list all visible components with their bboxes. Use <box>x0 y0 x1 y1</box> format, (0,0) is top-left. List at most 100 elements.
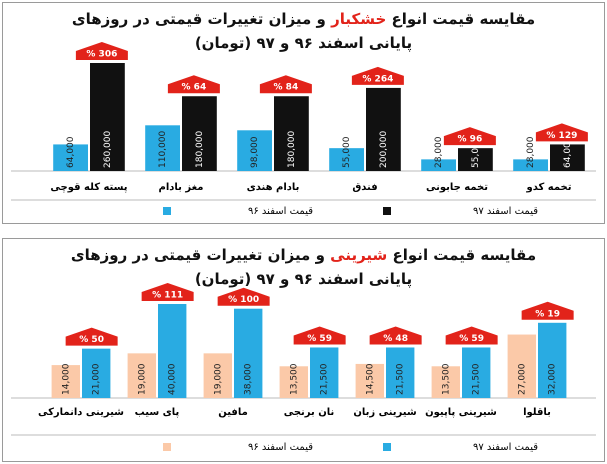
bar <box>158 304 187 398</box>
x-tick-label: پای سیب <box>135 407 180 418</box>
title-part: شیرینی <box>330 246 388 264</box>
change-arrow <box>521 301 574 320</box>
bar <box>538 322 567 398</box>
subtitle: پایانی اسفند ۹۶ و ۹۷ (تومان) <box>194 34 413 52</box>
title-part: خشکبار <box>331 10 387 28</box>
bar <box>386 347 415 398</box>
change-arrow <box>293 326 346 345</box>
value-label: 28,000 <box>526 136 536 168</box>
change-label: % 19 <box>535 309 560 319</box>
bar <box>53 144 88 171</box>
legend-label: قیمت اسفند ۹۶ <box>248 442 313 453</box>
bar <box>366 87 401 171</box>
value-label: 55,000 <box>471 136 481 168</box>
value-label: 110,000 <box>158 131 168 168</box>
change-label: % 48 <box>383 334 408 344</box>
x-tick-label: شیرینی زبان <box>353 407 417 418</box>
value-label: 19,000 <box>137 363 147 395</box>
change-arrow <box>351 66 404 85</box>
value-label: 13,500 <box>441 363 451 395</box>
value-label: 180,000 <box>287 131 297 168</box>
x-tick-label: شیرینی پاپیون <box>425 407 497 418</box>
change-arrow <box>65 327 118 346</box>
value-label: 180,000 <box>195 131 205 168</box>
title-part: مقایسه قیمت انواع <box>392 246 537 264</box>
legend-label: قیمت اسفند ۹۶ <box>248 206 313 217</box>
x-tick-label: فندق <box>352 182 377 193</box>
bar <box>237 130 272 171</box>
chart: باقلوا 27,000 32,000 % 19 شیرینی پاپیون 13,50… <box>11 283 596 453</box>
bar <box>127 353 156 398</box>
x-tick-label: مغز بادام <box>159 182 204 193</box>
change-label: % 84 <box>274 83 299 93</box>
change-label: % 50 <box>79 335 104 345</box>
legend-swatch <box>383 443 391 451</box>
title-part: مقایسه قیمت انواع <box>391 10 536 28</box>
bar <box>145 125 180 171</box>
x-tick-label: شیرینی دانمارکی <box>38 407 124 418</box>
change-label: % 111 <box>152 291 183 301</box>
chart-panel: مقایسه قیمت انواع شیرینی و میزان تغییرات… <box>2 238 605 462</box>
value-label: 21,500 <box>396 363 406 395</box>
value-label: 27,000 <box>517 363 527 395</box>
change-label: % 100 <box>228 295 259 305</box>
bar <box>458 148 493 171</box>
x-tick-label: بادام هندی <box>247 182 300 193</box>
value-label: 21,500 <box>472 363 482 395</box>
change-arrow <box>535 123 588 142</box>
bar <box>355 363 384 398</box>
bar <box>513 159 548 171</box>
value-label: 98,000 <box>250 136 260 168</box>
bar <box>462 347 491 398</box>
change-label: % 59 <box>307 334 332 344</box>
subtitle: پایانی اسفند ۹۶ و ۹۷ (تومان) <box>194 270 413 288</box>
value-label: 38,000 <box>244 363 254 395</box>
legend-swatch <box>163 207 171 215</box>
x-tick-label: باقلوا <box>523 407 551 418</box>
bar <box>310 347 339 398</box>
value-label: 55,000 <box>342 136 352 168</box>
legend-label: قیمت اسفند ۹۷ <box>473 442 538 453</box>
x-tick-label: نان برنجی <box>284 407 335 418</box>
value-label: 13,500 <box>289 363 299 395</box>
change-arrow <box>217 287 270 306</box>
value-label: 64,000 <box>563 136 573 168</box>
x-tick-label: پسته کله قوچی <box>50 182 127 193</box>
change-label: % 59 <box>459 334 484 344</box>
bar <box>51 365 80 398</box>
x-tick-label: تخمه کدو <box>525 182 571 193</box>
change-arrow <box>75 42 128 60</box>
chart-panel: مقایسه قیمت انواع خشکبار و میزان تغییرات… <box>2 2 605 224</box>
title-part: و میزان تغییرات قیمتی در روزهای <box>71 10 326 28</box>
bar <box>507 334 536 398</box>
change-label: % 264 <box>362 74 393 84</box>
x-tick-label: تخمه جابونی <box>426 182 488 193</box>
chart-title: مقایسه قیمت انواع شیرینی و میزان تغییرات… <box>3 243 604 291</box>
title-part: و میزان تغییرات قیمتی در روزهای <box>70 246 325 264</box>
value-label: 28,000 <box>434 136 444 168</box>
bar <box>274 96 309 171</box>
bar <box>550 144 585 171</box>
bar <box>182 96 217 171</box>
change-arrow <box>141 283 194 301</box>
value-label: 21,000 <box>92 363 102 395</box>
bar <box>203 353 232 398</box>
change-label: % 129 <box>546 131 577 141</box>
value-label: 21,500 <box>320 363 330 395</box>
bar <box>234 308 263 398</box>
bar <box>329 148 364 171</box>
x-tick-label: مافین <box>218 407 248 418</box>
change-arrow <box>167 75 220 94</box>
change-arrow <box>443 127 496 146</box>
value-label: 19,000 <box>213 363 223 395</box>
legend-label: قیمت اسفند ۹۷ <box>473 206 538 217</box>
change-arrow <box>259 75 312 94</box>
chart-title: مقایسه قیمت انواع خشکبار و میزان تغییرات… <box>3 7 604 55</box>
value-label: 64,000 <box>66 136 76 168</box>
value-label: 260,000 <box>103 131 113 168</box>
value-label: 40,000 <box>168 363 178 395</box>
value-label: 14,000 <box>61 363 71 395</box>
bar <box>279 366 308 398</box>
